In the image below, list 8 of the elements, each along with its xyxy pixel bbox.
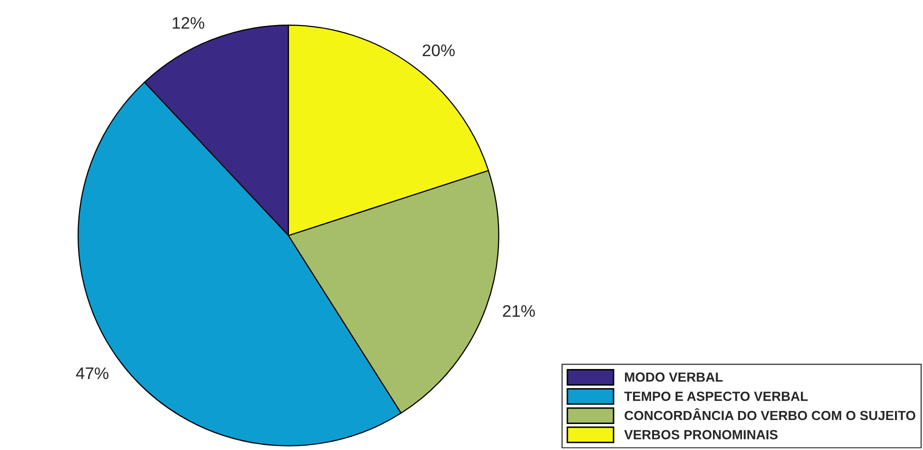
data-label: 12% bbox=[172, 17, 204, 29]
legend-label: CONCORDÂNCIA DO VERBO COM O SUJEITO bbox=[624, 408, 916, 420]
data-label: 47% bbox=[76, 367, 108, 380]
legend-label: MODO VERBAL bbox=[624, 372, 723, 382]
data-label: 21% bbox=[502, 305, 535, 317]
legend-label: TEMPO E ASPECTO VERBAL bbox=[624, 392, 808, 401]
data-label: 20% bbox=[422, 44, 455, 56]
legend-label: VERBOS PRONOMINAIS bbox=[624, 430, 778, 440]
